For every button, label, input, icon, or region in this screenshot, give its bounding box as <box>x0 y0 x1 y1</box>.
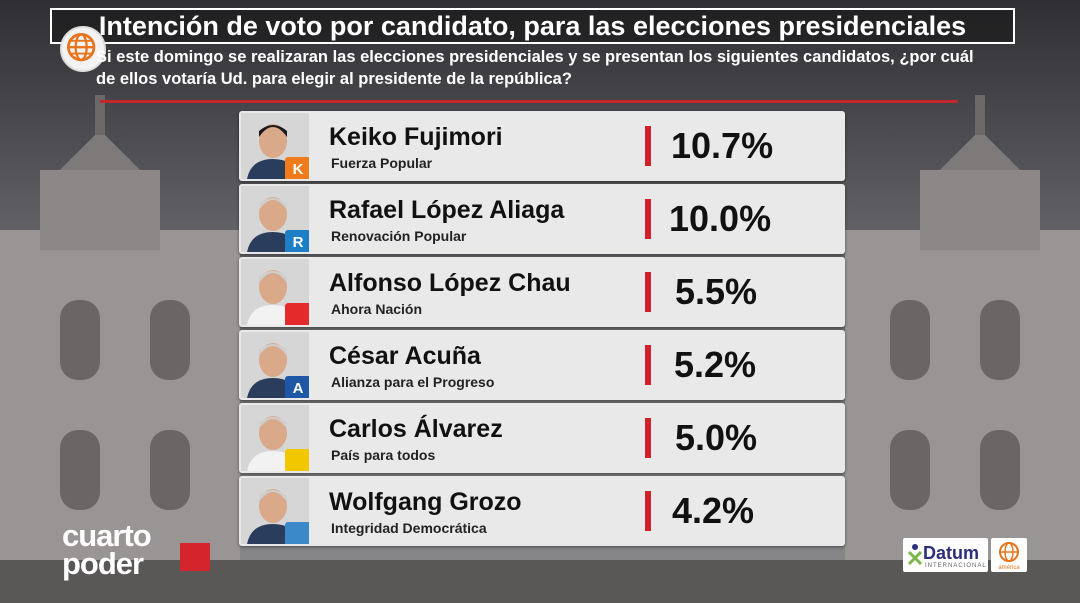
title-underline <box>100 100 958 103</box>
america-globe-icon: américa <box>998 542 1020 571</box>
america-logo-text: américa <box>998 565 1020 571</box>
candidate-name: César Acuña <box>329 342 481 370</box>
percent-bar-marker <box>645 345 651 385</box>
candidate-photo: R <box>241 186 309 252</box>
candidate-card: Alfonso López Chau Ahora Nación 5.5% <box>239 257 845 327</box>
candidate-name: Wolfgang Grozo <box>329 488 522 516</box>
candidate-photo: A <box>241 332 309 398</box>
candidate-photo <box>241 259 309 325</box>
percent-bar-marker <box>645 126 651 166</box>
percent-bar-marker <box>645 199 651 239</box>
datum-logo: Datum INTERNACIONAL <box>903 538 988 572</box>
candidate-percent: 5.2% <box>674 344 757 385</box>
survey-question: Si este domingo se realizaran las elecci… <box>96 48 974 88</box>
candidate-card: K Keiko Fujimori Fuerza Popular 10.7% <box>239 111 845 181</box>
integridad-democratica-logo-icon <box>285 522 309 544</box>
app-logo-icon: A <box>285 376 309 398</box>
candidate-photo <box>241 405 309 471</box>
candidate-photo: K <box>241 113 309 179</box>
candidate-party: Integridad Democrática <box>331 520 487 536</box>
datum-mark-icon <box>907 544 923 566</box>
renovacion-popular-logo-icon: R <box>285 230 309 252</box>
candidate-percent: 5.0% <box>675 417 758 458</box>
candidate-percent: 4.2% <box>672 490 755 531</box>
candidate-card: Carlos Álvarez País para todos 5.0% <box>239 403 845 473</box>
cuarto-logo-line1: cuarto <box>62 518 152 553</box>
candidate-party: Fuerza Popular <box>331 155 433 171</box>
candidate-party: Ahora Nación <box>331 301 423 317</box>
america-globe-logo-icon <box>60 26 106 72</box>
fuerza-popular-logo-icon: K <box>285 157 309 179</box>
candidate-card: Wolfgang Grozo Integridad Democrática 4.… <box>239 476 845 546</box>
cuarto-logo-line2: poder <box>62 546 144 581</box>
chart-title: Intención de voto por candidato, para la… <box>50 8 1015 44</box>
candidate-party: Renovación Popular <box>331 228 467 244</box>
candidate-party: País para todos <box>331 447 436 463</box>
ahora-nacion-logo-icon <box>285 303 309 325</box>
candidate-name: Rafael López Aliaga <box>329 196 565 224</box>
america-logo: américa <box>991 538 1027 572</box>
candidate-percent: 5.5% <box>675 271 758 312</box>
candidate-name: Alfonso López Chau <box>329 269 571 297</box>
cuarto-poder-logo: cuarto poder <box>62 518 152 581</box>
datum-logo-text: Datum <box>923 543 980 563</box>
candidate-name: Keiko Fujimori <box>329 123 503 151</box>
candidate-percent: 10.7% <box>671 125 774 166</box>
candidate-name: Carlos Álvarez <box>329 415 503 443</box>
percent-bar-marker <box>645 272 651 312</box>
candidate-percent: 10.0% <box>669 198 772 239</box>
percent-bar-marker <box>645 491 651 531</box>
candidate-party: Alianza para el Progreso <box>331 374 495 390</box>
candidate-card: A César Acuña Alianza para el Progreso 5… <box>239 330 845 400</box>
cuarto-poder-square-icon <box>180 543 210 571</box>
candidate-photo <box>241 478 309 544</box>
percent-bar-marker <box>645 418 651 458</box>
candidate-card: R Rafael López Aliaga Renovación Popular… <box>239 184 845 254</box>
datum-logo-subtext: INTERNACIONAL <box>925 563 987 569</box>
pais-para-todos-logo-icon <box>285 449 309 471</box>
